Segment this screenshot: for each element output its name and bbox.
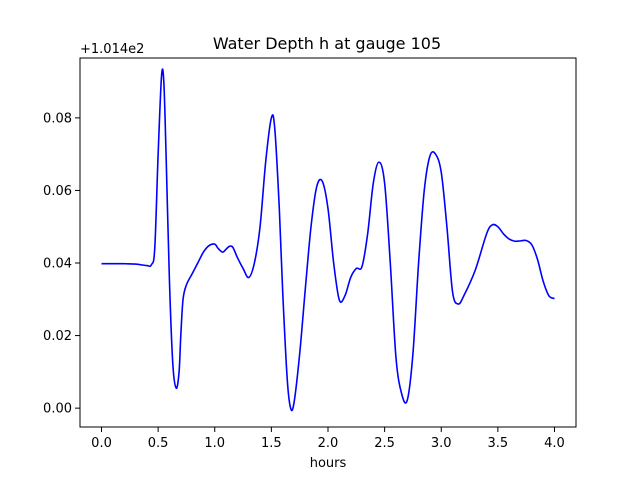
chart-title: Water Depth h at gauge 105	[213, 34, 441, 53]
y-tick-label: 0.06	[43, 184, 72, 199]
plot-content	[101, 68, 555, 412]
y-offset-label: +1.014e2	[80, 42, 144, 57]
x-tick-label: 4.0	[544, 436, 565, 451]
y-tick-label: 0.08	[43, 111, 72, 126]
series-line-0	[101, 68, 555, 412]
y-tick-label: 0.04	[43, 257, 72, 272]
x-tick-label: 3.5	[488, 436, 509, 451]
x-tick-label: 3.0	[431, 436, 452, 451]
x-tick-label: 1.5	[261, 436, 282, 451]
x-tick-label: 1.0	[204, 436, 225, 451]
x-tick-label: 0.5	[148, 436, 169, 451]
x-axis: 0.0 0.5 1.0 1.5 2.0 2.5 3.0 3.5 4.0	[91, 427, 565, 451]
x-tick-label: 2.5	[374, 436, 395, 451]
y-tick-label: 0.00	[43, 402, 72, 417]
y-axis: 0.00 0.02 0.04 0.06 0.08	[43, 111, 80, 417]
y-tick-label: 0.02	[43, 329, 72, 344]
x-axis-label: hours	[310, 456, 347, 471]
x-tick-label: 0.0	[91, 436, 112, 451]
x-tick-label: 2.0	[318, 436, 339, 451]
